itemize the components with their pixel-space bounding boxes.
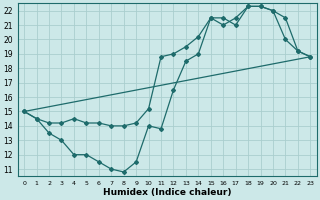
X-axis label: Humidex (Indice chaleur): Humidex (Indice chaleur)	[103, 188, 231, 197]
